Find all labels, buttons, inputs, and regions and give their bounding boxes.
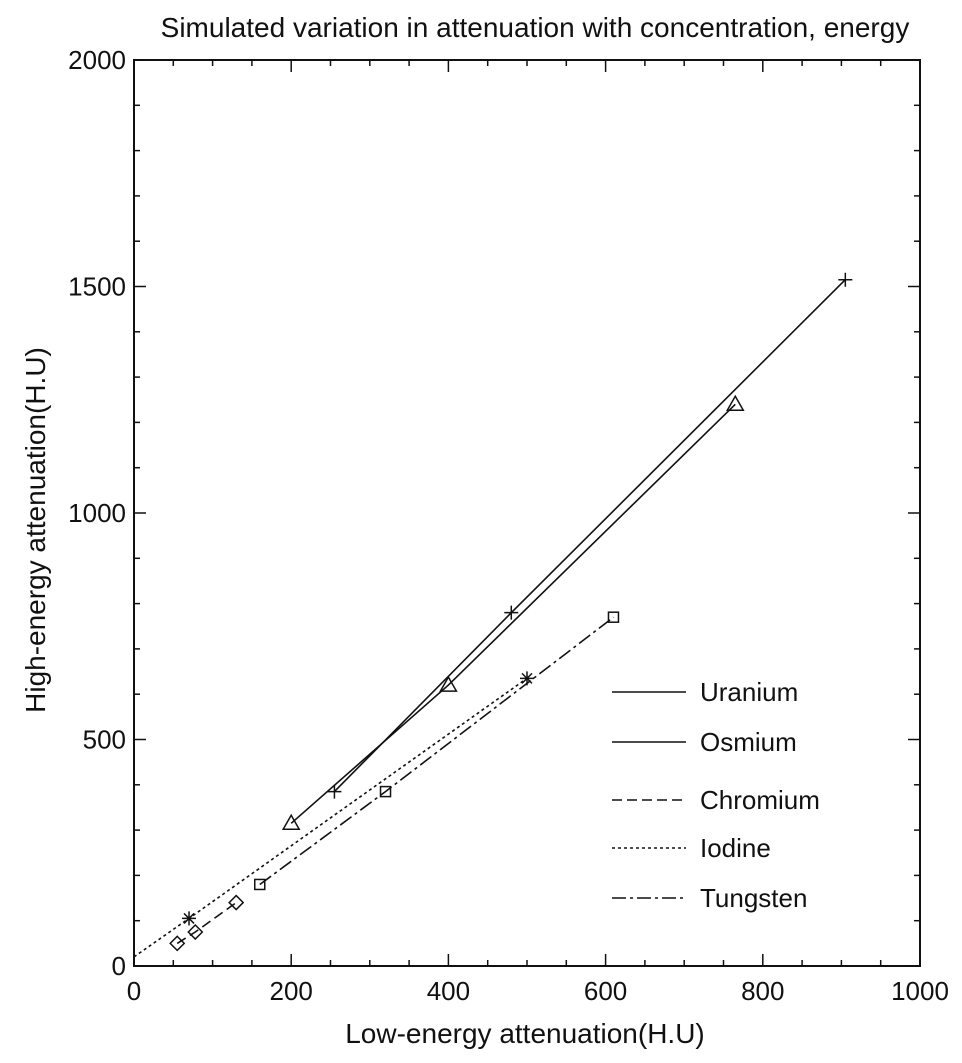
- data-point: [520, 671, 534, 686]
- x-tick-label: 0: [127, 976, 141, 1006]
- series-line: [176, 901, 237, 945]
- legend-label: Osmium: [700, 727, 797, 757]
- series-osmium: [281, 394, 745, 831]
- y-tick-label: 1500: [68, 272, 126, 302]
- legend-label: Tungsten: [700, 883, 807, 913]
- series-iodine: [133, 671, 534, 958]
- y-tick-label: 0: [112, 951, 126, 981]
- legend-label: Chromium: [700, 785, 820, 815]
- tick-marks: [133, 59, 921, 967]
- series-line: [333, 279, 846, 793]
- data-point: [327, 784, 342, 799]
- data-point: [379, 785, 392, 798]
- data-point: [281, 813, 301, 831]
- series-tungsten: [254, 611, 620, 891]
- x-tick-label: 600: [584, 976, 627, 1006]
- series-uranium: [327, 272, 853, 799]
- series-chromium: [169, 894, 245, 952]
- series-line: [290, 403, 736, 824]
- data-point: [838, 272, 853, 287]
- y-tick-label: 1000: [68, 498, 126, 528]
- data-point: [228, 894, 245, 911]
- legend-label: Uranium: [700, 677, 798, 707]
- data-point: [182, 911, 197, 926]
- legend: Uranium Osmium Chromium Iodine Tungsten: [612, 677, 820, 913]
- data-point: [504, 605, 519, 620]
- data-point: [439, 675, 458, 692]
- tick-labels: 0 200 400 600 800 1000 0 500 1000 1500 2000: [68, 45, 949, 1006]
- x-tick-label: 200: [270, 976, 313, 1006]
- x-tick-label: 800: [741, 976, 784, 1006]
- x-axis-label: Low-energy attenuation(H.U): [345, 1018, 705, 1049]
- data-point: [607, 611, 620, 623]
- series-line: [259, 616, 614, 886]
- data-point: [169, 935, 186, 952]
- data-point: [725, 394, 745, 412]
- data-point: [254, 878, 266, 891]
- y-tick-label: 500: [83, 725, 126, 755]
- chart-title: Simulated variation in attenuation with …: [160, 12, 910, 43]
- legend-label: Iodine: [700, 833, 771, 863]
- series-group: [133, 272, 853, 958]
- y-tick-label: 2000: [68, 45, 126, 75]
- x-tick-label: 400: [427, 976, 470, 1006]
- plot-frame: [133, 59, 921, 967]
- data-point: [187, 923, 204, 941]
- x-tick-label: 1000: [891, 976, 949, 1006]
